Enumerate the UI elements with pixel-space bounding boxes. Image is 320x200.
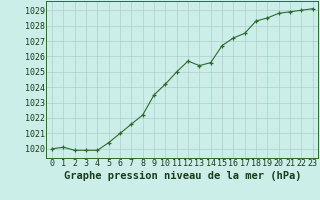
X-axis label: Graphe pression niveau de la mer (hPa): Graphe pression niveau de la mer (hPa) [64, 171, 301, 181]
